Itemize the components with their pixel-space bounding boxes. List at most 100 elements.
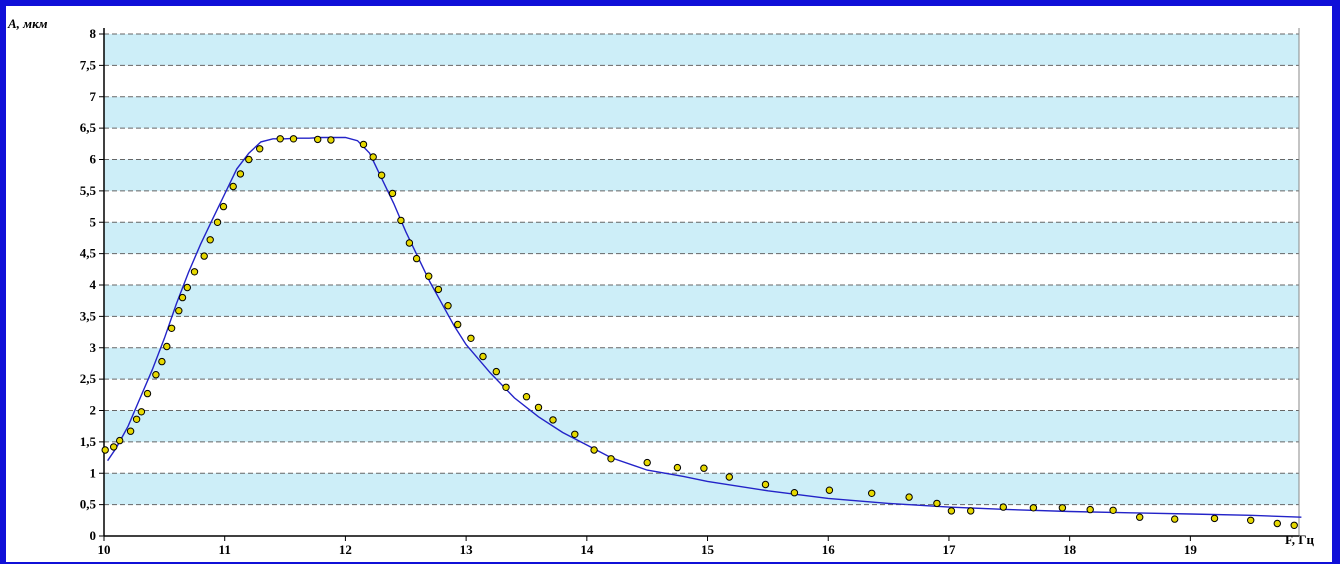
data-point [967,507,975,515]
grid-band [104,159,1299,191]
data-point [163,342,171,351]
data-point [825,486,834,494]
y-tick-label: 4 [90,277,97,292]
x-tick-label: 16 [822,542,836,557]
data-point [1029,504,1038,512]
y-tick-label: 3 [90,340,97,355]
data-point [236,170,245,178]
data-point [905,493,913,501]
x-tick-label: 19 [1184,542,1198,557]
data-point [454,320,462,329]
data-point [397,216,405,225]
data-point [152,371,160,379]
data-point [175,307,183,315]
x-tick-label: 12 [339,542,352,557]
data-point [933,499,941,508]
data-point [444,302,452,310]
y-tick-label: 8 [90,26,97,41]
fitted-curve [107,136,1302,518]
grid-band [104,347,1299,380]
data-point [158,357,166,366]
data-point [479,352,487,361]
data-point [534,403,543,412]
data-point [110,443,118,451]
data-point [405,239,414,247]
data-point [369,153,377,161]
data-point [790,489,799,497]
data-point [190,268,199,276]
data-point [388,189,397,198]
data-point [314,135,322,144]
y-tick-label: 2,5 [80,371,97,386]
grid-band [104,96,1299,129]
data-point [590,446,598,454]
data-point [183,283,192,292]
data-point [276,135,284,143]
data-point [868,489,876,497]
y-tick-label: 1 [90,465,97,480]
data-point [229,182,237,191]
data-point [126,427,135,435]
data-point [522,393,531,401]
data-point [1247,516,1255,524]
data-point [359,140,368,149]
chart-frame: 0 0,5 1 1,5 2 2,5 3 3,5 4 4,5 5 5,5 6 6,5 7 7,5 8 10 11 12… [6,6,1332,562]
y-tick-label: 6,5 [80,120,97,135]
y-tick-label: 0,5 [80,497,97,512]
y-tick-label: 7,5 [80,57,97,72]
data-point [425,272,433,280]
grid-band [104,473,1299,505]
x-tick-labels: 10 11 12 13 14 15 16 17 18 19 [98,542,1198,557]
data-point [673,463,682,472]
data-point [761,480,770,489]
data-point [1290,521,1298,529]
data-point [1109,506,1117,514]
x-tick-label: 17 [942,542,956,557]
fit-line [107,136,1302,518]
data-point [327,136,335,144]
grid-band [104,285,1299,317]
x-tick-label: 14 [580,542,594,557]
grid-band [104,34,1299,66]
x-tick-label: 11 [219,542,231,557]
x-tick-label: 10 [98,542,111,557]
data-point [412,254,421,263]
y-axis-label: A, мкм [7,16,48,31]
x-tick-label: 15 [701,542,715,557]
data-point [1086,505,1094,514]
data-point [1171,515,1179,523]
grid-bands [104,28,1299,505]
data-point [571,430,579,438]
grid-lines [104,33,1299,506]
data-point [549,416,557,424]
data-point [178,293,187,302]
data-point [999,503,1007,511]
data-point [502,383,510,391]
measured-points [101,135,1298,529]
y-tick-label: 6 [90,152,97,167]
data-point [143,389,152,398]
data-point [137,408,146,416]
data-point [167,324,176,332]
data-point [700,464,708,472]
y-tick-label: 1,5 [80,434,97,449]
y-tick-label: 0 [90,528,97,543]
y-tick-label: 5 [90,214,97,229]
x-axis-label: F, Гц [1285,532,1315,547]
data-point [101,446,109,454]
y-tick-label: 5,5 [80,183,97,198]
data-point [132,415,141,423]
data-point [434,285,443,294]
grid-band-top [104,28,1299,34]
data-point [206,236,214,244]
x-tick-label: 18 [1063,542,1077,557]
data-point [1058,504,1067,512]
y-tick-label: 2 [90,403,97,418]
data-point [213,218,222,227]
data-point [1273,519,1282,528]
data-point [607,455,615,463]
data-point [256,145,264,153]
data-point [245,155,253,164]
data-point [289,135,298,143]
y-tick-label: 7 [90,89,97,104]
